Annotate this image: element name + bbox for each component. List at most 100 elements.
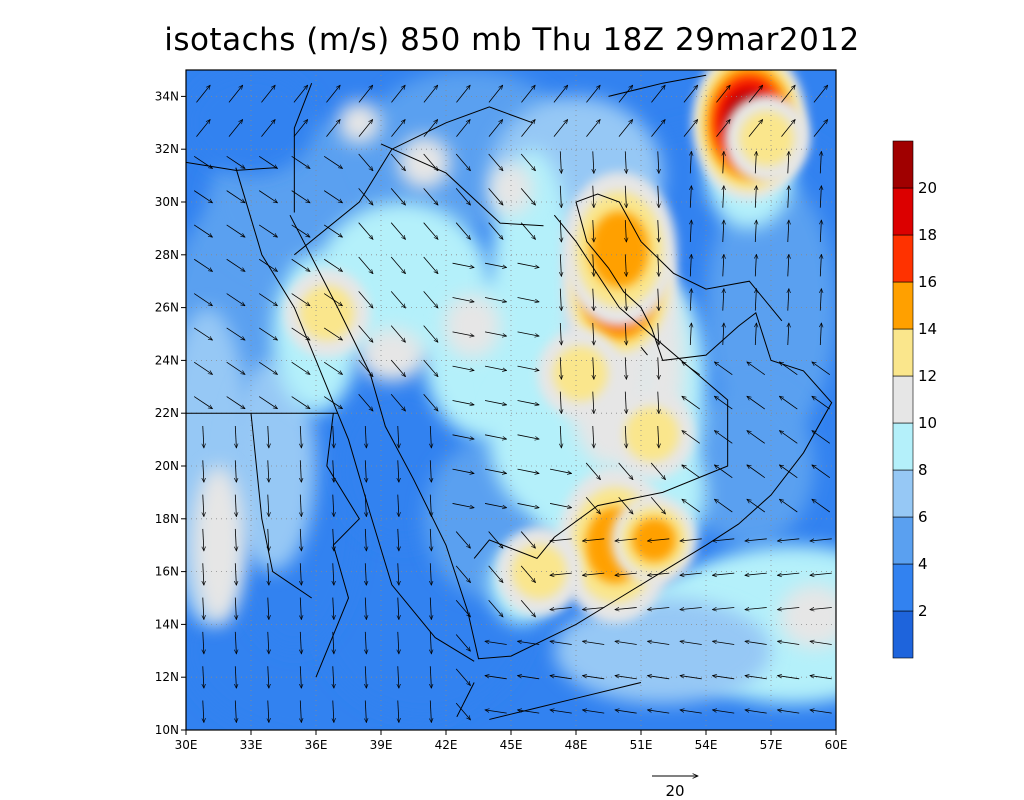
wind-vector (714, 499, 733, 513)
wind-vector (788, 254, 789, 277)
colorbar-label: 18 (918, 226, 937, 244)
wind-vector (712, 539, 735, 541)
wind-vector (398, 631, 399, 654)
wind-vector (716, 85, 730, 103)
wind-vector (625, 220, 626, 242)
wind-vector (560, 322, 561, 345)
wind-vector (333, 460, 334, 482)
wind-vector (203, 494, 204, 517)
coast-border-line (235, 167, 475, 662)
coast-border-line (293, 83, 313, 213)
wind-vector (323, 293, 342, 306)
wind-vector (585, 496, 600, 514)
wind-vector (582, 607, 605, 609)
wind-vector (268, 700, 269, 723)
wind-vector (810, 676, 832, 680)
wind-vector (291, 327, 310, 340)
wind-vector (812, 499, 831, 513)
wind-vector (235, 597, 236, 620)
wind-vector (391, 85, 405, 103)
wind-vector (300, 494, 301, 517)
wind-vector (723, 186, 724, 208)
wind-vector (723, 289, 724, 311)
wind-vector (358, 359, 373, 377)
wind-vector (586, 119, 600, 137)
wind-vector (333, 425, 334, 448)
y-tick-label: 14N (155, 617, 179, 631)
wind-vector (582, 539, 605, 541)
wind-vector (647, 641, 670, 645)
map-axes: 30E 33E 36E 39E 42E 45E 48E 51E 54E 57E 60E 10N 12N 1… (155, 89, 848, 752)
wind-vector (788, 186, 789, 208)
x-tick-label: 54E (695, 738, 718, 752)
wind-vector (625, 357, 626, 379)
colorbar-box (892, 610, 914, 659)
wind-vector (193, 396, 212, 409)
wind-vector (747, 362, 766, 376)
wind-vector (235, 631, 236, 654)
wind-vector (488, 565, 503, 583)
wind-vector (226, 327, 245, 340)
wind-vector (615, 539, 637, 541)
wind-vector (593, 151, 594, 173)
wind-vector (455, 188, 470, 205)
wind-vector (423, 119, 438, 137)
wind-vector (365, 460, 366, 482)
wind-vector (517, 400, 540, 404)
wind-vector (488, 188, 503, 205)
wind-vector (690, 186, 691, 208)
isotach-region (337, 101, 382, 144)
wind-vector (333, 666, 334, 688)
wind-vector (484, 468, 507, 473)
wind-vector (712, 573, 735, 575)
wind-vector (452, 365, 475, 370)
coast-border-line (489, 681, 642, 720)
wind-vector (582, 573, 605, 575)
wind-vector (390, 291, 405, 308)
wind-vector (423, 394, 438, 411)
wind-vector (193, 361, 212, 374)
wind-vector (456, 85, 470, 103)
wind-vector (235, 666, 236, 688)
wind-vector (788, 323, 789, 346)
wind-vector (658, 151, 659, 173)
wind-vector (365, 494, 366, 517)
wind-vector (358, 153, 373, 171)
wind-vector (517, 365, 540, 370)
wind-vector (680, 573, 702, 575)
wind-vector (203, 528, 204, 551)
wind-vector (300, 563, 301, 585)
wind-vector (593, 322, 594, 345)
y-tick-label: 28N (155, 248, 179, 262)
y-tick-label: 26N (155, 301, 179, 315)
wind-vector (582, 641, 605, 645)
wind-vector (747, 465, 766, 478)
wind-vectors (193, 85, 832, 723)
wind-vector (647, 539, 670, 541)
wind-vector (333, 597, 334, 620)
wind-vector (365, 631, 366, 654)
wind-vector (455, 153, 470, 171)
wind-vector (398, 700, 399, 723)
wind-vector (423, 325, 438, 343)
wind-vector (196, 119, 210, 137)
wind-vector (268, 494, 269, 517)
wind-vector (745, 539, 767, 541)
wind-vector (488, 85, 503, 103)
wind-vector (690, 323, 691, 346)
wind-vector (712, 710, 735, 714)
wind-vector (810, 573, 832, 575)
isotach-region (192, 466, 245, 625)
wind-vector (326, 119, 340, 137)
wind-vector (203, 597, 204, 620)
wind-maximum (624, 406, 680, 462)
colorbar: 2 4 6 8 10 12 14 16 18 20 (892, 140, 937, 659)
wind-vector (430, 666, 431, 688)
wind-vector (690, 151, 691, 174)
wind-vector (365, 425, 366, 448)
wind-vector (517, 710, 540, 714)
y-tick-label: 22N (155, 406, 179, 420)
y-tick-label: 10N (155, 723, 179, 737)
coastlines-borders (186, 74, 833, 720)
wind-vector (390, 188, 405, 205)
